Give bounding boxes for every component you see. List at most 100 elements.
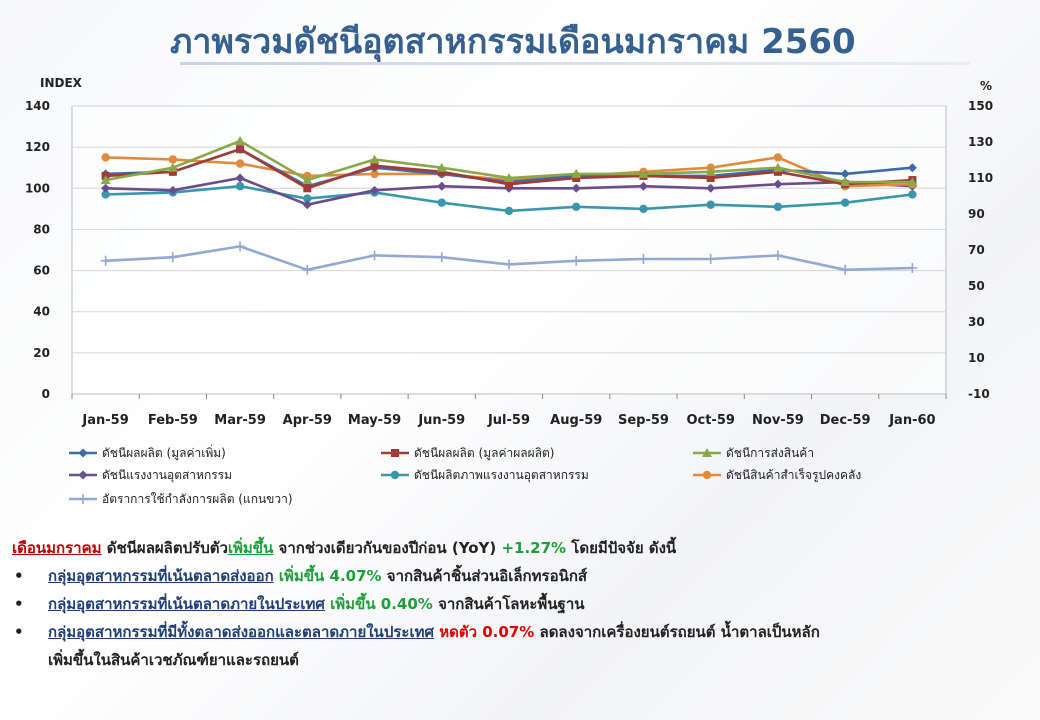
right-tick-label: 90 xyxy=(968,207,985,221)
data-point xyxy=(167,162,178,172)
data-point xyxy=(168,167,177,176)
data-point xyxy=(101,153,110,162)
legend-label: ดัชนีผลผลิต (มูลค่าเพิ่ม) xyxy=(102,445,226,460)
data-point xyxy=(303,184,312,193)
bullet-change: หดตัว 0.07% xyxy=(434,623,535,641)
data-point xyxy=(504,173,514,182)
left-tick-label: 120 xyxy=(25,140,50,154)
bullet-dot: • xyxy=(14,567,24,585)
summary-intro: เดือนมกราคม ดัชนีผลผลิตปรับตัวเพิ่มขึ้น … xyxy=(12,534,1022,562)
data-point xyxy=(705,254,716,264)
legend-swatch-marker xyxy=(390,470,400,480)
data-point xyxy=(840,264,851,275)
data-point xyxy=(302,264,313,275)
data-point xyxy=(504,259,514,270)
data-point xyxy=(908,190,917,199)
data-point xyxy=(235,135,246,145)
data-point xyxy=(773,153,783,162)
left-tick-label: 140 xyxy=(25,99,50,113)
data-point xyxy=(302,175,313,185)
data-point xyxy=(638,254,649,264)
data-point xyxy=(773,167,782,176)
x-tick-label: May-59 xyxy=(348,413,401,428)
legend-item: ดัชนีการส่งสินค้า xyxy=(692,444,814,462)
legend-label: ดัชนีผลิตภาพแรงงานอุตสาหกรรม xyxy=(414,467,589,482)
x-tick-label: Aug-59 xyxy=(550,413,602,428)
data-point xyxy=(370,169,379,179)
data-point xyxy=(168,155,178,164)
data-point xyxy=(907,163,917,173)
series-2 xyxy=(100,135,918,187)
legend-swatch-marker xyxy=(78,448,88,458)
legend-swatch xyxy=(381,449,409,457)
data-point xyxy=(773,179,783,189)
legend-item: ดัชนีผลผลิต (มูลค่าผลผลิต) xyxy=(380,444,554,462)
bullet-detail: ลดลงจากเครื่องยนต์รถยนต์ น้ำตาลเป็นหลัก xyxy=(534,623,820,641)
legend-swatch xyxy=(381,470,409,480)
right-tick-label: 50 xyxy=(968,279,985,293)
series-1 xyxy=(101,145,917,193)
right-tick-label: 30 xyxy=(968,315,985,329)
right-tick-label: 110 xyxy=(968,171,993,185)
data-point xyxy=(369,250,380,261)
data-point xyxy=(773,202,783,211)
series-6 xyxy=(100,241,918,275)
data-point xyxy=(572,202,581,211)
data-point xyxy=(638,181,648,191)
data-point xyxy=(705,166,716,176)
bullet-detail-continued: เพิ่มขึ้นในสินค้าเวชภัณฑ์ยาและรถยนต์ xyxy=(48,651,299,669)
left-tick-label: 60 xyxy=(33,264,50,278)
x-tick-label: Apr-59 xyxy=(283,413,332,428)
data-point xyxy=(436,252,447,263)
data-point xyxy=(840,169,850,179)
data-point xyxy=(772,162,783,172)
data-point xyxy=(437,167,446,176)
intro-part-c: โดยมีปัจจัย ดังนี้ xyxy=(566,539,677,557)
data-point xyxy=(100,255,111,266)
data-point xyxy=(370,161,379,170)
data-point xyxy=(235,182,245,191)
bullet-item-mixed-continued: เพิ่มขึ้นในสินค้าเวชภัณฑ์ยาและรถยนต์ xyxy=(12,646,1022,674)
data-point xyxy=(571,168,582,178)
intro-yoy-value: +1.27% xyxy=(501,539,567,557)
bullet-item-domestic: • กลุ่มอุตสาหกรรมที่เน้นตลาดภายในประเทศ … xyxy=(12,590,1022,618)
line-chart: 0 20 40 60 80 100 120 140 -10 10 30 50 70 90 110 130 150… xyxy=(25,76,993,428)
legend-item: ดัชนีแรงงานอุตสาหกรรม xyxy=(68,466,232,484)
x-tick-label: Sep-59 xyxy=(618,413,669,428)
intro-part-b: จากช่วงเดียวกันของปีก่อน (YoY) xyxy=(273,539,502,557)
left-tick-label: 100 xyxy=(25,181,50,195)
legend-swatch-marker xyxy=(702,470,712,480)
bullet-dot: • xyxy=(14,595,24,613)
x-tick-label: Nov-59 xyxy=(752,413,804,428)
data-point xyxy=(437,181,447,191)
bullet-label: กลุ่มอุตสาหกรรมที่มีทั้งตลาดส่งออกและตลา… xyxy=(48,623,434,641)
page-title: ภาพรวมดัชนีอุตสาหกรรมเดือนมกราคม 2560 xyxy=(170,22,856,62)
data-point xyxy=(639,204,648,214)
data-point xyxy=(706,183,716,193)
bullet-item-mixed: • กลุ่มอุตสาหกรรมที่มีทั้งตลาดส่งออกและต… xyxy=(12,618,1022,646)
data-point xyxy=(101,183,111,193)
legend-swatch-marker xyxy=(78,470,88,480)
left-tick-label: 20 xyxy=(33,346,50,360)
right-tick-label: 130 xyxy=(968,135,993,149)
legend-item: ดัชนีผลิตภาพแรงงานอุตสาหกรรม xyxy=(380,466,589,484)
data-point xyxy=(772,250,783,261)
series-4 xyxy=(101,182,917,216)
x-tick-label: Jul-59 xyxy=(487,413,530,428)
left-tick-label: 0 xyxy=(42,387,50,401)
legend-swatch xyxy=(69,494,97,504)
legend-item: ดัชนีผลผลิต (มูลค่าเพิ่ม) xyxy=(68,444,226,462)
bullet-label: กลุ่มอุตสาหกรรมที่เน้นตลาดส่งออก xyxy=(48,567,274,585)
data-point xyxy=(236,145,245,154)
bullet-dot: • xyxy=(14,623,24,641)
data-point xyxy=(302,200,312,210)
data-point xyxy=(504,206,514,216)
x-tick-label: Mar-59 xyxy=(214,413,266,428)
data-point xyxy=(235,159,245,168)
data-point xyxy=(235,241,246,252)
right-tick-label: -10 xyxy=(968,387,990,401)
data-point xyxy=(572,174,581,182)
right-tick-label: 150 xyxy=(968,99,993,113)
x-tick-label: Feb-59 xyxy=(148,413,198,428)
bullet-detail: จากสินค้าชิ้นส่วนอิเล็กทรอนิกส์ xyxy=(381,567,588,585)
